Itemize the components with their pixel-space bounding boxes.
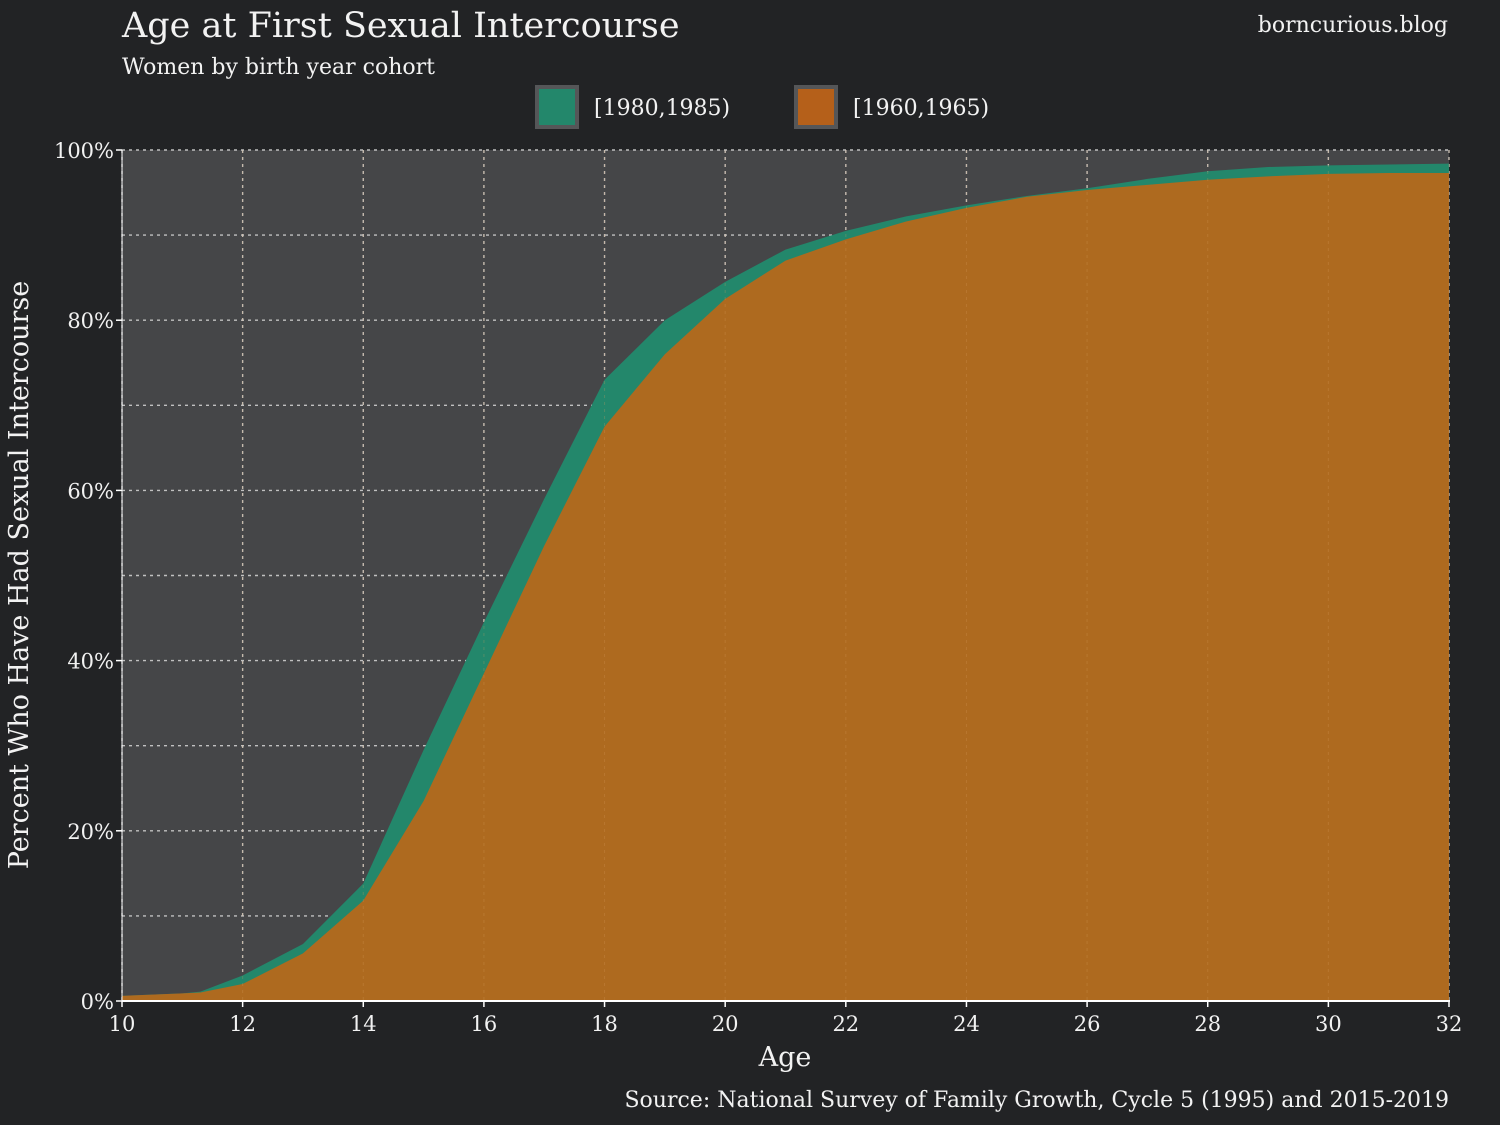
y-tick-label: 80%	[67, 309, 114, 333]
x-tick-label: 12	[229, 1012, 256, 1036]
x-tick-label: 18	[591, 1012, 618, 1036]
x-tick-label: 30	[1315, 1012, 1342, 1036]
y-axis-label: Percent Who Have Had Sexual Intercourse	[4, 281, 35, 869]
x-tick-label: 26	[1074, 1012, 1101, 1036]
x-tick-label: 10	[109, 1012, 136, 1036]
legend-label-cohort-1980: [1980,1985)	[594, 96, 730, 121]
y-tick-label: 100%	[54, 139, 114, 163]
chart-title: Age at First Sexual Intercourse	[121, 6, 680, 46]
x-tick-label: 22	[832, 1012, 859, 1036]
x-tick-label: 14	[350, 1012, 377, 1036]
x-tick-label: 28	[1194, 1012, 1221, 1036]
y-tick-label: 20%	[67, 820, 114, 844]
x-tick-label: 20	[712, 1012, 739, 1036]
legend-label-cohort-1960: [1960,1965)	[853, 96, 989, 121]
source-note: Source: National Survey of Family Growth…	[624, 1088, 1449, 1113]
x-tick-label: 24	[953, 1012, 980, 1036]
watermark: borncurious.blog	[1258, 13, 1448, 38]
y-tick-label: 60%	[67, 479, 114, 503]
y-tick-label: 40%	[67, 650, 114, 674]
x-tick-label: 32	[1436, 1012, 1463, 1036]
tick-label-layer: 10 12 14 16 18 20 22 24 26 28 30 32 0% 20% 40% 60% 80% 10…	[54, 139, 1462, 1036]
chart-subtitle: Women by birth year cohort	[122, 55, 435, 80]
area-series-cohort-1960	[122, 172, 1449, 1002]
x-tick-label: 16	[471, 1012, 498, 1036]
legend-swatch-cohort-1980	[535, 85, 579, 129]
axis-layer	[121, 150, 1450, 1002]
y-tick-label: 0%	[81, 990, 114, 1014]
legend-swatch-cohort-1960	[794, 85, 838, 129]
x-axis-label: Age	[758, 1042, 812, 1073]
legend: [1980,1985) [1960,1965)	[535, 85, 989, 129]
